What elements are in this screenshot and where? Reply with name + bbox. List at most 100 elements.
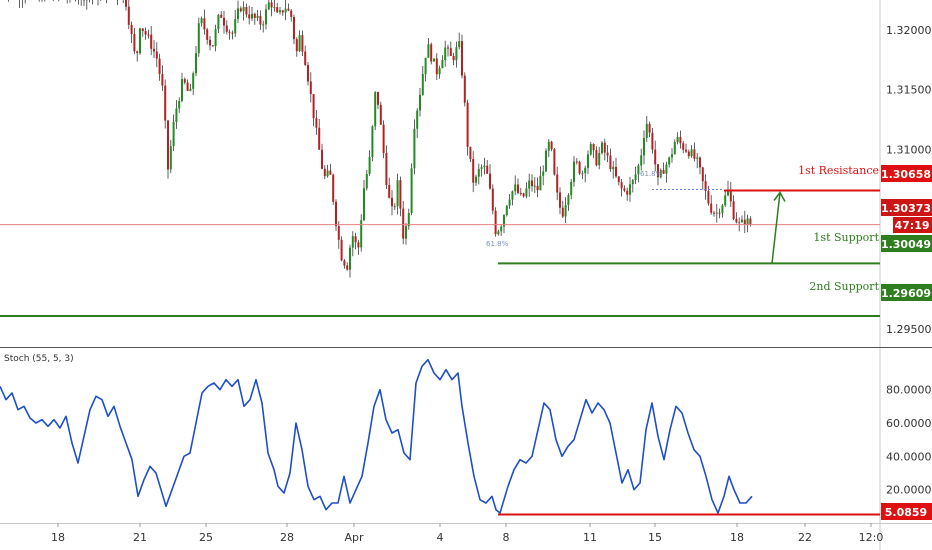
candle-body[interactable]: [685, 149, 687, 152]
candle-body[interactable]: [533, 185, 536, 187]
candle-body[interactable]: [267, 2, 270, 10]
candle-body[interactable]: [500, 226, 503, 232]
candle-body[interactable]: [237, 8, 239, 20]
candle-body[interactable]: [133, 34, 136, 52]
candle-body[interactable]: [525, 188, 528, 197]
candle-body[interactable]: [295, 39, 298, 52]
candle-body[interactable]: [477, 168, 480, 177]
candle-body[interactable]: [329, 170, 332, 175]
candle-body[interactable]: [545, 150, 547, 172]
candle-body[interactable]: [519, 192, 522, 194]
candle-body[interactable]: [164, 85, 167, 121]
candle-body[interactable]: [531, 180, 533, 187]
candle-body[interactable]: [413, 128, 416, 169]
candle-body[interactable]: [262, 24, 265, 26]
candle-body[interactable]: [407, 212, 410, 227]
candle-body[interactable]: [125, 0, 127, 7]
candle-body[interactable]: [503, 215, 505, 227]
candle-body[interactable]: [335, 201, 337, 227]
resistance-price-tag[interactable]: 1.30658: [881, 165, 932, 182]
candle-body[interactable]: [441, 60, 444, 69]
candle-body[interactable]: [645, 123, 648, 138]
candle-body[interactable]: [617, 176, 620, 183]
candle-body[interactable]: [377, 91, 379, 105]
candle-body[interactable]: [671, 154, 673, 158]
candle-body[interactable]: [472, 159, 475, 183]
candle-body[interactable]: [192, 73, 195, 89]
candle-body[interactable]: [564, 204, 567, 217]
candle-body[interactable]: [416, 110, 419, 129]
candle-body[interactable]: [547, 141, 550, 151]
candle-body[interactable]: [595, 150, 598, 166]
candle-body[interactable]: [301, 35, 304, 52]
candle-body[interactable]: [732, 201, 735, 219]
candle-body[interactable]: [575, 161, 578, 163]
candle-body[interactable]: [153, 48, 155, 52]
candle-body[interactable]: [522, 193, 525, 197]
candle-body[interactable]: [144, 31, 147, 35]
candle-body[interactable]: [570, 181, 573, 196]
candle-body[interactable]: [626, 190, 629, 195]
candle-body[interactable]: [360, 220, 363, 248]
stoch-series-line[interactable]: [0, 358, 753, 514]
candle-body[interactable]: [561, 207, 564, 217]
candle-body[interactable]: [251, 13, 253, 19]
candle-body[interactable]: [388, 184, 391, 198]
candle-body[interactable]: [354, 236, 357, 243]
candle-body[interactable]: [321, 149, 323, 169]
candle-body[interactable]: [200, 18, 203, 24]
candle-body[interactable]: [598, 153, 601, 166]
candle-body[interactable]: [374, 91, 377, 127]
candle-body[interactable]: [281, 10, 284, 13]
candle-body[interactable]: [427, 44, 430, 58]
candle-body[interactable]: [528, 180, 531, 189]
candle-body[interactable]: [391, 197, 393, 207]
candle-body[interactable]: [699, 157, 701, 168]
candle-body[interactable]: [433, 58, 435, 62]
candle-body[interactable]: [469, 146, 472, 160]
candle-body[interactable]: [721, 205, 724, 214]
candle-body[interactable]: [662, 170, 665, 174]
candle-body[interactable]: [603, 142, 606, 153]
candle-body[interactable]: [704, 181, 707, 192]
candle-body[interactable]: [643, 137, 645, 156]
candle-body[interactable]: [435, 58, 438, 75]
candle-body[interactable]: [340, 239, 343, 261]
candle-body[interactable]: [444, 47, 447, 61]
candle-body[interactable]: [326, 170, 329, 177]
candle-body[interactable]: [738, 222, 741, 224]
candle-body[interactable]: [659, 170, 662, 178]
candle-body[interactable]: [424, 57, 427, 75]
candle-body[interactable]: [279, 10, 281, 13]
candle-body[interactable]: [452, 55, 455, 61]
support2-price-tag[interactable]: 1.29609: [881, 284, 932, 301]
candle-body[interactable]: [304, 51, 307, 65]
candle-body[interactable]: [206, 29, 209, 40]
candle-body[interactable]: [186, 82, 189, 91]
candle-body[interactable]: [640, 155, 643, 166]
candle-body[interactable]: [657, 164, 659, 178]
candle-body[interactable]: [220, 14, 223, 18]
candle-body[interactable]: [735, 218, 738, 223]
candle-body[interactable]: [707, 191, 710, 204]
candle-body[interactable]: [581, 173, 584, 175]
candle-body[interactable]: [612, 166, 615, 170]
candle-body[interactable]: [270, 2, 273, 8]
candle-body[interactable]: [253, 13, 256, 18]
candle-body[interactable]: [130, 24, 133, 35]
candle-body[interactable]: [273, 7, 276, 9]
candle-body[interactable]: [517, 184, 519, 193]
candle-body[interactable]: [379, 104, 382, 125]
candle-body[interactable]: [463, 75, 466, 103]
candle-body[interactable]: [399, 180, 402, 209]
candle-body[interactable]: [505, 205, 508, 216]
candle-body[interactable]: [172, 121, 175, 147]
candle-body[interactable]: [629, 184, 631, 195]
candle-body[interactable]: [715, 212, 718, 214]
candle-body[interactable]: [234, 19, 237, 34]
candle-body[interactable]: [365, 173, 368, 189]
candle-body[interactable]: [430, 44, 433, 62]
candle-body[interactable]: [634, 174, 637, 181]
candle-body[interactable]: [203, 18, 206, 30]
candle-body[interactable]: [609, 155, 612, 170]
